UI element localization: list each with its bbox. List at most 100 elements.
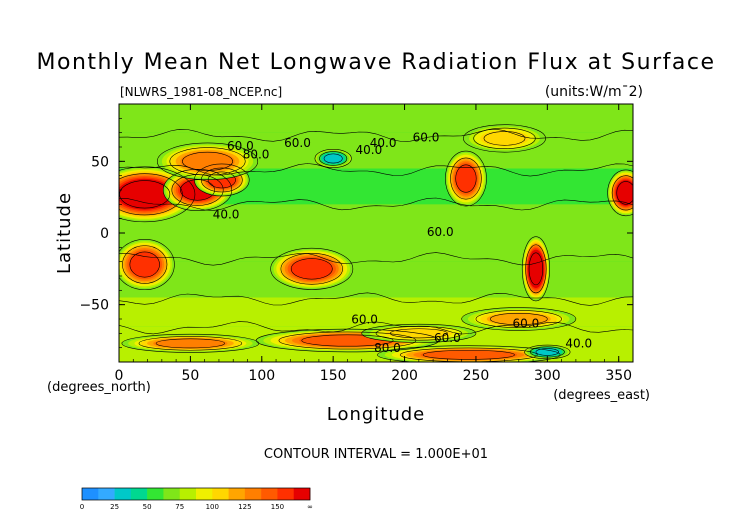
- contour-line: [119, 163, 633, 177]
- contour-label: 60.0: [351, 312, 378, 326]
- contour-line: [280, 253, 343, 285]
- contour-line: [119, 180, 171, 209]
- contour-line: [450, 157, 482, 200]
- colorbar-swatch: [130, 488, 148, 500]
- contour-label: 60.0: [227, 139, 254, 153]
- contour-line: [461, 307, 577, 331]
- colorbar-tick-label: 100: [206, 503, 219, 511]
- colorbar-swatch: [196, 488, 213, 500]
- contour-line: [119, 239, 175, 291]
- contour-interval-note: CONTOUR INTERVAL = 1.000E+01: [264, 447, 488, 462]
- y-axis-title: Latitude: [54, 192, 75, 274]
- contour-line: [535, 348, 560, 356]
- colorbar-swatch: [261, 488, 278, 500]
- x-axis-title: Longitude: [327, 404, 426, 425]
- anomaly-contour-fill: [420, 349, 518, 360]
- x-tick-label: 0: [115, 368, 124, 384]
- contour-line: [389, 328, 448, 339]
- contour-label: 40.0: [213, 208, 240, 222]
- colorbar-tick-label: 25: [110, 503, 119, 511]
- anomaly-contour-fill: [129, 251, 161, 278]
- contour-line: [119, 166, 196, 223]
- contour-line: [455, 164, 477, 193]
- contour-line: [314, 148, 352, 168]
- contour-line: [270, 247, 354, 290]
- colorbar-tick-label: 150: [271, 503, 284, 511]
- y-unit-label: (degrees_north): [47, 380, 151, 395]
- colorbar-swatch: [147, 488, 164, 500]
- contour-line: [616, 181, 633, 205]
- plot-area: 60.080.060.040.060.040.040.060.060.0 60.0…: [119, 104, 633, 362]
- colorbar-swatch: [244, 488, 262, 500]
- field-band: [119, 204, 633, 262]
- contour-line: [361, 323, 477, 343]
- colorbar-swatch: [163, 488, 181, 500]
- contour-line: [162, 169, 233, 211]
- contour-label: 40.0: [356, 143, 383, 157]
- anomaly-contour-fill: [180, 151, 235, 172]
- anomaly-contour-fill: [480, 130, 529, 147]
- anomaly-contour-fill: [616, 181, 633, 205]
- contour-line: [155, 338, 225, 349]
- contour-label: 60.0: [513, 317, 540, 331]
- contour-line: [182, 151, 233, 171]
- colorbar-frame: [81, 487, 311, 501]
- colorbar-swatch: [228, 488, 246, 500]
- contour-label: 60.0: [427, 225, 454, 239]
- colorbar-swatch: [179, 488, 197, 500]
- x-tick-label: 350: [605, 368, 632, 384]
- contour-line: [483, 131, 526, 146]
- anomaly-contour-fill: [455, 164, 477, 193]
- x-tick-label: 100: [248, 368, 275, 384]
- contour-line: [489, 312, 548, 326]
- anomaly-contour-fill: [119, 180, 171, 209]
- contour-line: [521, 236, 550, 302]
- y-tick-label: −50: [79, 298, 109, 314]
- field-band: [119, 104, 633, 133]
- anomaly-contour-fill: [153, 338, 228, 349]
- file-label: [NLWRS_1981-08_NCEP.nc]: [120, 85, 282, 99]
- colorbar-swatch: [82, 488, 99, 500]
- contour-line: [169, 147, 246, 176]
- contour-line: [301, 334, 394, 347]
- anomaly-contour-fill: [486, 312, 551, 326]
- contour-line: [194, 163, 250, 197]
- contour-line: [119, 292, 633, 306]
- contour-line: [278, 331, 417, 350]
- colorbar-swatch: [277, 488, 295, 500]
- contour-label: 40.0: [565, 337, 592, 351]
- colorbar-tick-label: 50: [143, 503, 152, 511]
- contour-line: [463, 124, 546, 153]
- contour-line: [119, 252, 633, 266]
- contour-line: [475, 310, 562, 328]
- colorbar-swatch: [98, 488, 115, 500]
- contour-line: [422, 349, 515, 360]
- contour-line: [319, 151, 348, 166]
- contour-line: [129, 251, 160, 278]
- anomaly-contour-fill: [290, 258, 334, 280]
- contour-line: [528, 252, 544, 286]
- contour-line: [119, 128, 633, 142]
- x-tick-label: 200: [391, 368, 418, 384]
- colorbar-swatch: [212, 488, 229, 500]
- y-tick-label: 50: [91, 154, 109, 170]
- contour-label: 60.0: [413, 130, 440, 144]
- x-unit-label: (degrees_east): [553, 388, 650, 403]
- contour-line: [323, 153, 343, 164]
- anomaly-contour-fill: [534, 348, 561, 356]
- colorbar-tick-label: 0: [80, 503, 84, 511]
- contour-line: [445, 150, 487, 207]
- x-tick-label: 150: [320, 368, 347, 384]
- y-tick-label: 0: [100, 226, 109, 242]
- chart-title: Monthly Mean Net Longwave Radiation Flux…: [37, 50, 716, 75]
- field-band: [119, 261, 633, 298]
- contour-line: [138, 336, 243, 351]
- contour-label: 80.0: [243, 147, 270, 161]
- colorbar: 0 25 50 75 100 125 150 ∞: [80, 487, 313, 511]
- contour-line: [290, 258, 333, 280]
- anomaly-contour-fill: [529, 252, 543, 285]
- contour-line: [607, 169, 633, 217]
- colorbar-tick-label: 125: [238, 503, 251, 511]
- colorbar-tick-label: 75: [175, 503, 184, 511]
